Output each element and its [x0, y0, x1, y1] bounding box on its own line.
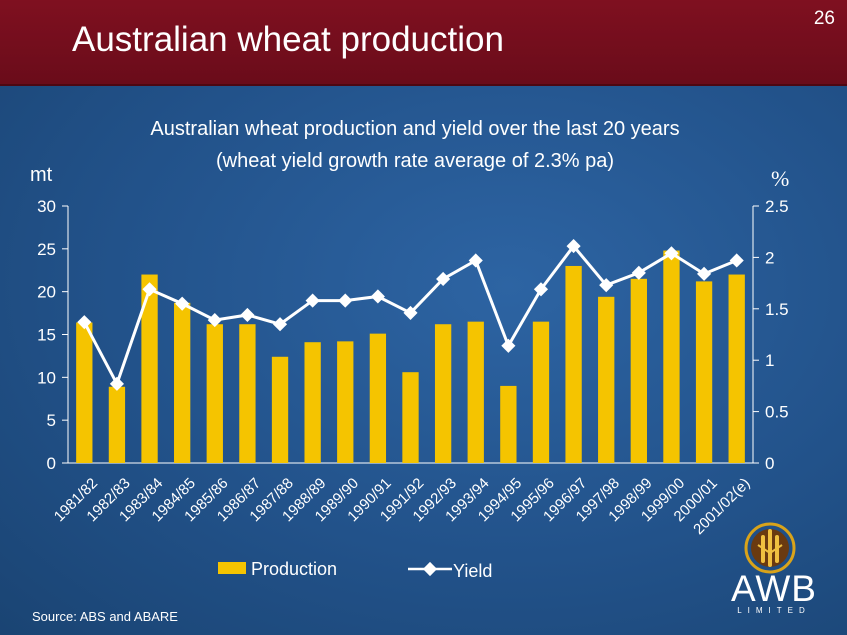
production-bar	[630, 278, 647, 463]
page-title: Australian wheat production	[72, 20, 504, 59]
production-bar	[663, 250, 680, 463]
chart-title-line-1: Australian wheat production and yield ov…	[150, 118, 680, 140]
y-tick-label-left: 0	[47, 454, 56, 473]
yield-point	[338, 293, 353, 308]
legend-production-label: Production	[251, 559, 337, 579]
production-bar	[174, 302, 191, 463]
production-bar	[369, 333, 387, 463]
y-axis-label-left: mt	[30, 164, 53, 186]
production-bar	[141, 274, 158, 463]
production-bar	[337, 341, 354, 463]
yield-point	[272, 317, 288, 332]
slide-number: 26	[813, 8, 835, 29]
yield-point	[403, 305, 418, 320]
awb-wheat-logo-icon	[744, 522, 796, 574]
y-tick-label-right: 0	[765, 454, 774, 473]
yield-point	[142, 282, 157, 297]
source-note: Source: ABS and ABARE	[32, 609, 178, 624]
slide-header-bar: Australian wheat production 26	[0, 0, 847, 86]
production-bar	[108, 386, 126, 463]
yield-point	[664, 246, 679, 261]
production-bar	[728, 274, 745, 463]
production-bar	[402, 372, 419, 463]
legend-yield-marker	[422, 561, 438, 577]
yield-point	[240, 307, 255, 323]
legend-yield-label: Yield	[453, 561, 492, 581]
yield-point	[599, 278, 614, 293]
production-bar	[206, 324, 223, 463]
y-tick-label-left: 20	[37, 283, 56, 302]
y-tick-label-left: 30	[37, 197, 56, 216]
yield-point	[468, 253, 483, 268]
logo-wordmark: AWB	[731, 568, 817, 609]
yield-point	[175, 296, 190, 311]
y-axis-label-right: %	[771, 166, 790, 191]
yield-point	[501, 338, 516, 353]
yield-point	[697, 266, 712, 281]
y-tick-label-right: 2.5	[765, 197, 789, 216]
y-tick-label-right: 1.5	[765, 300, 789, 319]
chart-title-line-2: (wheat yield growth rate average of 2.3%…	[216, 150, 614, 172]
y-tick-label-left: 10	[37, 368, 56, 387]
y-tick-label-right: 0.5	[765, 403, 789, 422]
yield-point	[109, 376, 124, 391]
production-bar	[434, 324, 452, 463]
production-bar	[239, 324, 256, 463]
production-bar	[532, 321, 550, 463]
y-tick-label-right: 1	[765, 351, 774, 370]
production-bar	[500, 385, 517, 463]
y-tick-label-right: 2	[765, 248, 774, 267]
production-bar	[271, 356, 289, 463]
yield-point	[305, 293, 320, 308]
yield-point	[77, 315, 92, 330]
production-bar	[695, 281, 713, 463]
production-bar	[76, 322, 93, 463]
y-tick-label-left: 15	[37, 326, 56, 345]
production-bar	[598, 296, 615, 463]
yield-point	[533, 282, 549, 297]
production-bar	[304, 342, 321, 463]
yield-point	[207, 313, 222, 328]
yield-point	[729, 253, 744, 268]
logo-subtext: LIMITED	[737, 606, 811, 615]
production-bar	[467, 321, 484, 463]
yield-point	[631, 265, 646, 280]
yield-point	[436, 271, 451, 287]
y-tick-label-left: 5	[47, 411, 56, 430]
legend-production-swatch	[218, 562, 246, 574]
y-tick-label-left: 25	[37, 240, 56, 259]
yield-point	[566, 239, 581, 254]
production-bar	[565, 265, 582, 463]
yield-point	[370, 289, 385, 304]
